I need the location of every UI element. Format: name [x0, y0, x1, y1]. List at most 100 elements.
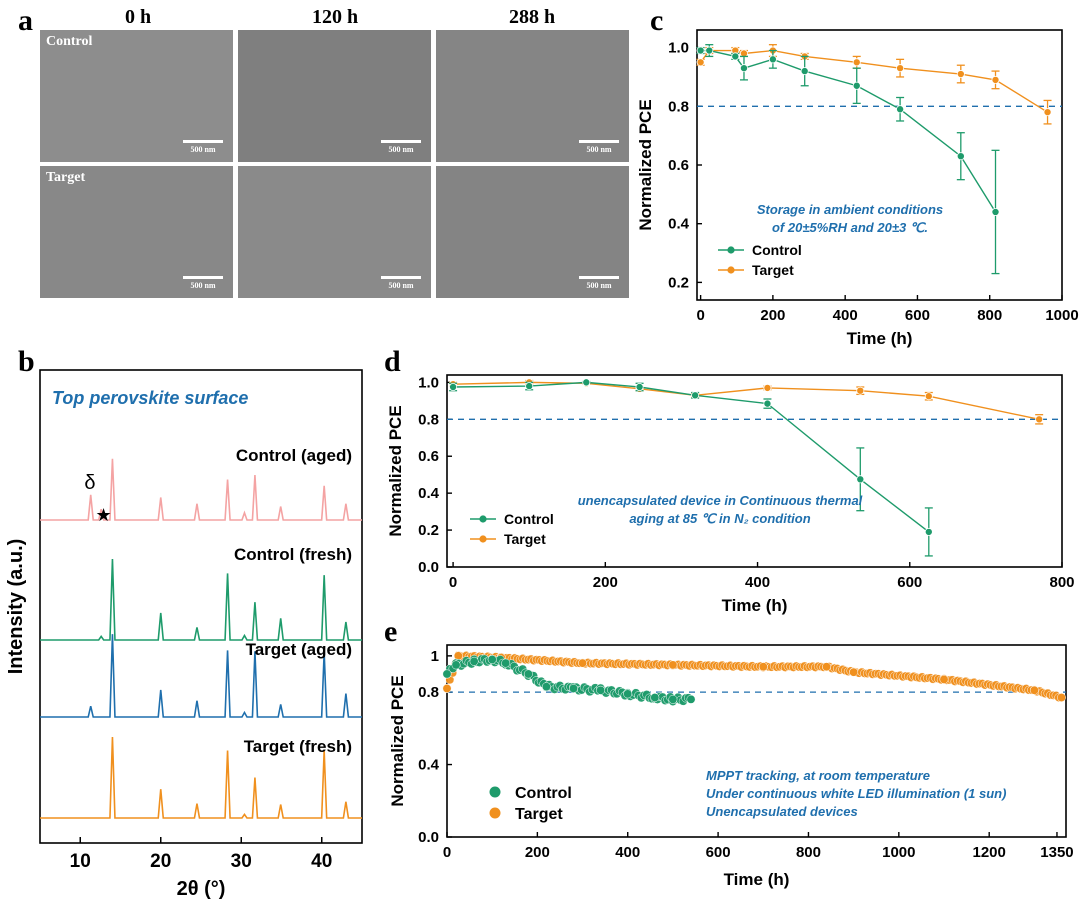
data-point [596, 685, 606, 695]
data-point [705, 46, 714, 55]
sem-image-control-0h: Control 500 nm [40, 30, 233, 162]
legend-marker [727, 246, 735, 254]
data-point [696, 58, 705, 67]
data-point [442, 669, 452, 679]
legend-marker [489, 786, 501, 798]
xrd-ylabel: Intensity (a.u.) [5, 539, 27, 675]
legend-marker [479, 535, 487, 543]
pce-d-annotation: aging at 85 ℃ in N₂ condition [629, 511, 810, 526]
data-point [956, 70, 965, 79]
data-point [525, 382, 534, 391]
data-point [582, 378, 591, 387]
pce-c-y-tick-label: 0.8 [668, 98, 689, 115]
legend-label: Target [504, 531, 546, 547]
data-point [442, 684, 452, 693]
data-point [1029, 685, 1039, 695]
data-point [852, 58, 861, 67]
mppt-annotation: Unencapsulated devices [706, 804, 858, 819]
sem-header-0h: 0 h [124, 6, 152, 28]
pce-d-y-tick-label: 0.4 [418, 485, 440, 502]
data-point [763, 383, 772, 392]
pce-c-x-tick-label: 1000 [1045, 307, 1078, 324]
pce-d-y-tick-label: 0.6 [418, 448, 439, 465]
scale-bar: 500 nm [381, 140, 421, 154]
sem-image-target-288h: 500 nm [436, 166, 629, 298]
mppt-y-tick-label: 0.8 [418, 684, 439, 701]
mppt-x-tick-label: 200 [525, 844, 550, 861]
mppt-x-tick-label: 800 [796, 844, 821, 861]
data-point [896, 105, 905, 114]
pce-c-x-tick-label: 400 [833, 307, 858, 324]
data-point [758, 662, 768, 672]
pce-d-frame [446, 374, 1063, 568]
xrd-pattern-1 [40, 558, 362, 641]
pce-d-x-tick-label: 0 [449, 574, 457, 591]
pce-c-y-tick-label: 0.4 [668, 216, 690, 233]
scale-bar: 500 nm [183, 276, 223, 290]
legend-marker [727, 266, 735, 274]
data-point [623, 689, 633, 699]
pce-c-xlabel: Time (h) [847, 329, 913, 348]
sem-row-label-control: Control [46, 34, 93, 49]
xrd-frame [39, 369, 363, 844]
xrd-x-tick-label: 40 [311, 851, 332, 872]
sem-image-target-120h: 500 nm [238, 166, 431, 298]
pce-d-x-tick-label: 600 [897, 574, 922, 591]
xrd-title: Top perovskite surface [52, 388, 248, 408]
mppt-x-tick-label: 1000 [882, 844, 915, 861]
mppt-x-tick-label: 1200 [973, 844, 1006, 861]
xrd-xlabel: 2θ (°) [177, 878, 226, 900]
pce-c-x-tick-label: 600 [905, 307, 930, 324]
pce-c-series-line-0 [700, 49, 997, 213]
pce-d-y-tick-label: 0.8 [418, 411, 439, 428]
data-point [635, 382, 644, 391]
data-point [822, 662, 831, 672]
mppt-x-tick-label: 600 [706, 844, 731, 861]
pce-c-annotation: Storage in ambient conditions [757, 202, 943, 217]
pce-d-y-tick-label: 0.0 [418, 559, 439, 576]
data-point [849, 667, 859, 677]
xrd-series-label: Target (fresh) [244, 737, 352, 756]
pce-c-annotation: of 20±5%RH and 20±3 ℃. [772, 220, 928, 235]
sem-header-120h: 120 h [311, 6, 359, 28]
data-point [856, 475, 865, 484]
mppt-annotation: MPPT tracking, at room temperature [706, 768, 930, 783]
mppt-xlabel: Time (h) [724, 870, 790, 889]
pce-d-y-tick-label: 0.2 [418, 522, 439, 539]
sem-header-288h: 288 h [508, 6, 556, 28]
data-point [523, 669, 533, 679]
data-point [956, 152, 965, 161]
legend-label: Control [752, 242, 802, 258]
mppt-y-tick-label: 1 [431, 648, 439, 665]
scale-bar: 500 nm [579, 276, 619, 290]
data-point [650, 693, 660, 702]
xrd-x-tick-label: 20 [150, 851, 171, 872]
data-point [739, 64, 748, 73]
mppt-y-tick-label: 0.4 [418, 757, 440, 774]
xrd-series-label: Control (fresh) [234, 545, 352, 564]
mppt-x-tick-label: 0 [443, 844, 451, 861]
data-point [731, 52, 740, 61]
mppt-annotation: Under continuous white LED illumination … [706, 786, 1006, 801]
data-point [501, 658, 511, 668]
xrd-x-tick-label: 30 [231, 851, 252, 872]
pce-c-y-tick-label: 1.0 [668, 40, 689, 57]
pce-d-xlabel: Time (h) [722, 596, 788, 615]
data-point [856, 386, 865, 395]
data-point [1035, 415, 1044, 424]
data-point [924, 392, 933, 401]
pce-d-annotation: unencapsulated device in Continuous ther… [578, 493, 863, 508]
mppt-y-tick-label: 0.0 [418, 829, 439, 846]
panel-letter-b: b [18, 345, 35, 378]
pce-c-y-tick-label: 0.2 [668, 274, 689, 291]
data-point [686, 694, 696, 704]
data-point [691, 391, 700, 400]
pce-d-x-tick-label: 200 [593, 574, 618, 591]
xrd-x-tick-label: 10 [70, 851, 91, 872]
pce-c-y-tick-label: 0.6 [668, 157, 689, 174]
data-point [1043, 108, 1052, 117]
